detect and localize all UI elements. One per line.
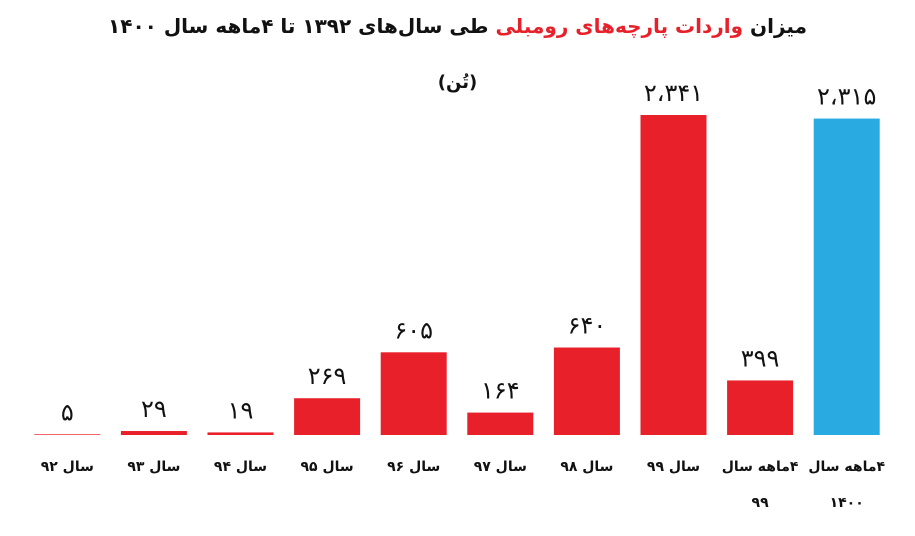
value-label: ۶۰۵ [394, 316, 433, 344]
value-label: ۲،۳۴۱ [644, 79, 703, 107]
x-tick-label: سال ۹۹ [646, 459, 701, 475]
x-tick-label: ۴ماهه سال ۹۹ [721, 459, 799, 511]
value-label: ۳۹۹ [741, 344, 780, 372]
bar [380, 352, 447, 435]
title-part: واردات پارچه‌های رومبلی [495, 14, 744, 38]
bar [467, 412, 534, 435]
x-tick-label: سال ۹۴ [213, 459, 268, 475]
value-label: ۱۹ [228, 396, 254, 424]
bar [34, 434, 101, 435]
value-label: ۲۶۹ [308, 362, 347, 390]
value-label: ۲،۳۱۵ [817, 83, 876, 111]
value-label: ۲۹ [141, 395, 167, 423]
bar [640, 115, 707, 435]
x-tick-label: سال ۹۲ [40, 459, 94, 475]
x-tick-label: سال ۹۸ [560, 459, 614, 475]
title-part: میزان [750, 14, 807, 38]
bar [813, 118, 880, 435]
x-tick-label: سال ۹۳ [127, 459, 181, 475]
x-tick-label: سال ۹۵ [300, 459, 354, 475]
value-label: ۵ [61, 398, 74, 426]
x-tick-label: سال ۹۶ [387, 459, 441, 475]
x-tick-label: ۴ماهه سال ۱۴۰۰ [808, 459, 886, 511]
bar [294, 398, 361, 435]
title-part: طی سال‌های ۱۳۹۲ تا ۴ماهه سال ۱۴۰۰ [108, 14, 489, 38]
bar [207, 432, 274, 435]
chart-subtitle: (تُن) [437, 72, 478, 93]
value-label: ۱۶۴ [481, 377, 520, 405]
chart-title: میزان واردات پارچه‌های رومبلی طی سال‌های… [0, 14, 915, 38]
bar [120, 431, 187, 435]
x-tick-label: سال ۹۷ [473, 459, 527, 475]
value-label: ۶۴۰ [568, 312, 607, 340]
bar [553, 347, 620, 435]
bar [727, 380, 794, 435]
